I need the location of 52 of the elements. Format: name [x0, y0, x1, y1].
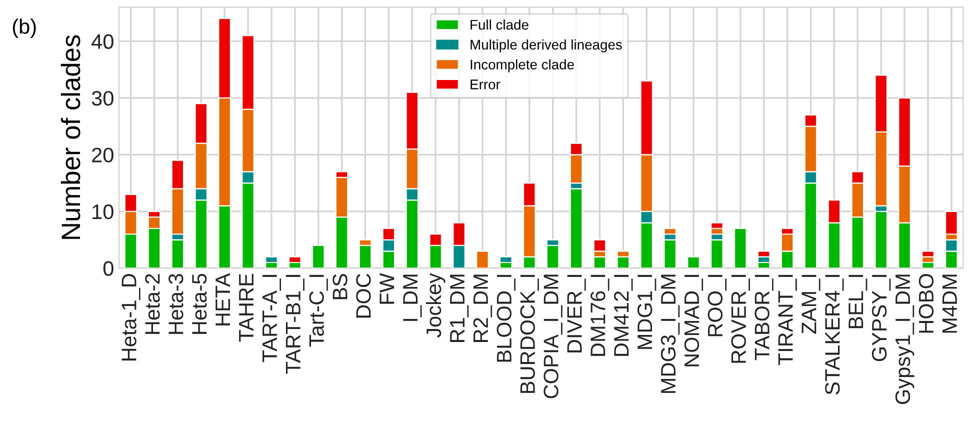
y-tick-label: 20	[92, 148, 114, 162]
x-tick-label: DOC	[356, 274, 371, 318]
x-tick-label: FW	[380, 273, 394, 304]
x-tick-label: BEL_I	[848, 274, 868, 328]
legend-label: Incomplete clade	[470, 59, 574, 72]
x-tick-label: BURDOCK_I	[520, 274, 539, 393]
x-tick-label: Heta-1_D	[122, 274, 140, 360]
bar	[734, 228, 747, 268]
x-tick-label: DM412_I	[614, 274, 633, 356]
x-tick-label: Heta-3	[168, 274, 184, 334]
x-tick-label: ROO_I	[708, 274, 726, 336]
x-tick-label: Jockey	[426, 273, 446, 338]
x-tick-label: TART-B1_I	[286, 274, 304, 374]
x-tick-label: BLOOD_I	[496, 274, 516, 362]
y-tick-label: 0	[103, 261, 114, 276]
x-tick-label: HETA	[216, 273, 230, 326]
bar	[476, 250, 489, 268]
x-tick-label: TIRANT_I	[778, 274, 797, 366]
x-tick-label: NOMAD_I	[684, 274, 704, 366]
legend-label: Multiple derived lineages	[470, 39, 622, 52]
legend-label: Error	[470, 80, 500, 90]
x-tick-label: R1_DM	[450, 274, 469, 342]
x-tick-label: STALKER4_I	[825, 274, 844, 394]
x-tick-label: GYPSY_I	[872, 274, 891, 362]
x-tick-label: COPIA_I_DM	[544, 274, 562, 398]
x-tick-label: DIVER_I	[567, 274, 586, 352]
x-tick-label: ROVER_I	[731, 274, 750, 363]
x-tick-label: Gypsy1_I_DM	[895, 274, 914, 404]
y-tick-label: 40	[92, 34, 114, 49]
x-tick-label: Heta-5	[192, 274, 207, 334]
x-tick-label: TABOR_I	[754, 274, 774, 360]
x-tick-label: TAHRE	[239, 274, 254, 342]
bar	[312, 244, 325, 268]
x-tick-label: HOBO	[918, 274, 934, 333]
x-tick-label: R2_DM	[473, 274, 492, 342]
x-tick-label: TART-A_I	[262, 274, 281, 362]
x-tick-label: BS	[332, 274, 348, 300]
x-tick-label: M4DM	[942, 274, 957, 333]
y-tick-label: 30	[92, 90, 114, 106]
bar	[687, 256, 700, 268]
x-tick-label: ZAM_I	[802, 274, 820, 334]
x-tick-label: MDG3_I_DM	[660, 274, 680, 393]
y-axis-title: Number of clades	[60, 35, 80, 239]
x-tick-label: MDG1_I	[637, 274, 656, 349]
legend-label: Full clade	[470, 19, 528, 30]
x-tick-label: Tart-C_I	[309, 274, 328, 347]
x-tick-label: DM176_I	[590, 274, 610, 356]
text: (b)	[12, 18, 36, 38]
x-tick-label: I_DM	[403, 274, 422, 321]
bar	[874, 210, 888, 268]
y-tick-label: 10	[92, 204, 114, 220]
x-tick-label: Heta-2	[145, 274, 160, 334]
